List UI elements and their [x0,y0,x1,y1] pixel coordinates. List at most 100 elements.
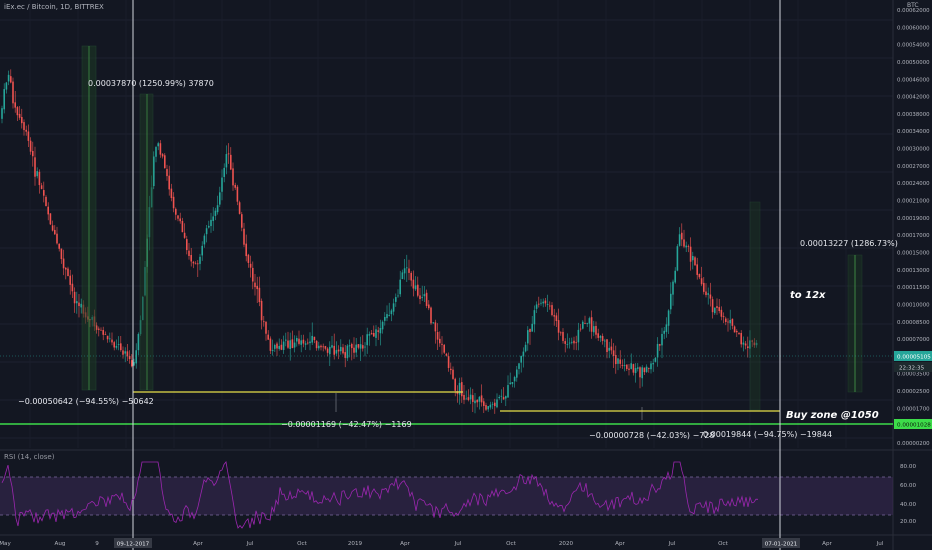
time-axis-label: Apr [615,541,625,547]
candle-body [496,399,498,408]
candle-body [555,315,558,322]
candle-body [670,293,672,310]
candle-body [373,332,375,337]
candle-body [304,343,307,345]
candle-body [485,405,487,410]
candle-body [533,310,536,325]
candle-body [322,346,324,348]
buy-level-tag [894,419,932,429]
candle-body [168,175,170,190]
candle-body [320,345,322,348]
candle-body [544,300,547,304]
candle-body [54,229,56,235]
candle-body [12,81,14,104]
candle-body [95,325,98,330]
candle-body [236,186,239,202]
measure-drop-label: −0.00001169 (−42.47%) −1169 [281,420,412,429]
candle-body [300,340,302,345]
candle-body [278,346,280,349]
candle-body [315,340,318,349]
candle-body [661,333,663,346]
price-axis-label: 0.00000200 [897,441,930,447]
candle-body [590,317,593,332]
candle-body [65,267,67,270]
bar-countdown: 22:32:35 [899,366,925,372]
candle-body [10,76,12,83]
candle-body [23,122,25,131]
candle-body [467,397,470,400]
candle-body [232,168,234,186]
candle-body [135,350,137,364]
price-axis-label: 0.00034000 [897,129,930,135]
candle-body [159,143,162,155]
candle-body [529,328,531,332]
candle-body [175,208,177,215]
price-axis-label: 0.00011500 [897,285,930,291]
candle-body [733,326,736,333]
candle-body [38,171,41,186]
candle-body [716,306,718,309]
candle-body [122,350,124,355]
candle-body [18,113,21,118]
candle-body [703,282,705,292]
candle-body [683,239,685,247]
candle-body [729,319,731,324]
candle-body [302,339,305,344]
candle-body [1,108,3,119]
current-price-tag [894,351,932,361]
candle-body [476,399,478,403]
candle-body [491,403,494,405]
candle-body [414,285,417,290]
candle-body [126,351,129,357]
candle-body [386,314,388,319]
candle-body [502,397,505,400]
candle-body [157,143,159,147]
candle-body [117,344,120,345]
candle-body [465,398,467,400]
candle-body [527,330,529,344]
candle-body [29,140,32,152]
candle-body [593,326,595,333]
price-axis-label: 0.00017000 [897,233,930,239]
candle-body [577,329,580,343]
candle-body [370,333,373,335]
candle-body [557,320,560,333]
candle-body [254,282,256,288]
candle-body [458,382,461,395]
time-axis-label: Jul [246,541,254,547]
rsi-indicator-label[interactable]: RSI (14, close) [4,453,55,461]
rsi-axis-label: 60.00 [900,483,916,489]
candle-body [56,233,58,244]
symbol-title[interactable]: iEx.ec / Bitcoin, 1D, BITTREX [4,3,104,11]
candle-body [210,219,212,227]
candle-body [366,334,368,346]
price-axis-label: 0.00021000 [897,199,930,205]
candle-body [269,338,272,351]
candle-body [441,343,443,345]
candle-body [333,345,335,355]
measure-box [139,93,154,391]
candle-body [522,351,525,357]
candle-body [637,367,639,369]
candle-body [296,337,298,342]
candle-body [742,342,745,345]
candle-body [219,192,221,205]
candle-body [524,344,527,352]
measure-drop-label: −0.00000728 (−42.03%) −728 [589,431,715,440]
candle-body [483,401,485,406]
price-axis-label: 0.00015000 [897,250,930,256]
time-axis-label: 2020 [559,541,574,547]
price-axis-label: 0.00054000 [897,43,930,49]
price-axis-label: 0.00001700 [897,406,930,412]
candle-body [289,340,291,349]
candle-body [617,358,619,364]
price-axis-label: 0.00042000 [897,95,930,101]
candle-body [566,343,569,345]
candle-body [348,345,351,347]
candle-body [423,294,426,297]
candle-body [335,350,338,354]
target-note: to 12x [790,290,826,301]
candle-body [643,367,646,373]
candle-body [137,334,140,351]
